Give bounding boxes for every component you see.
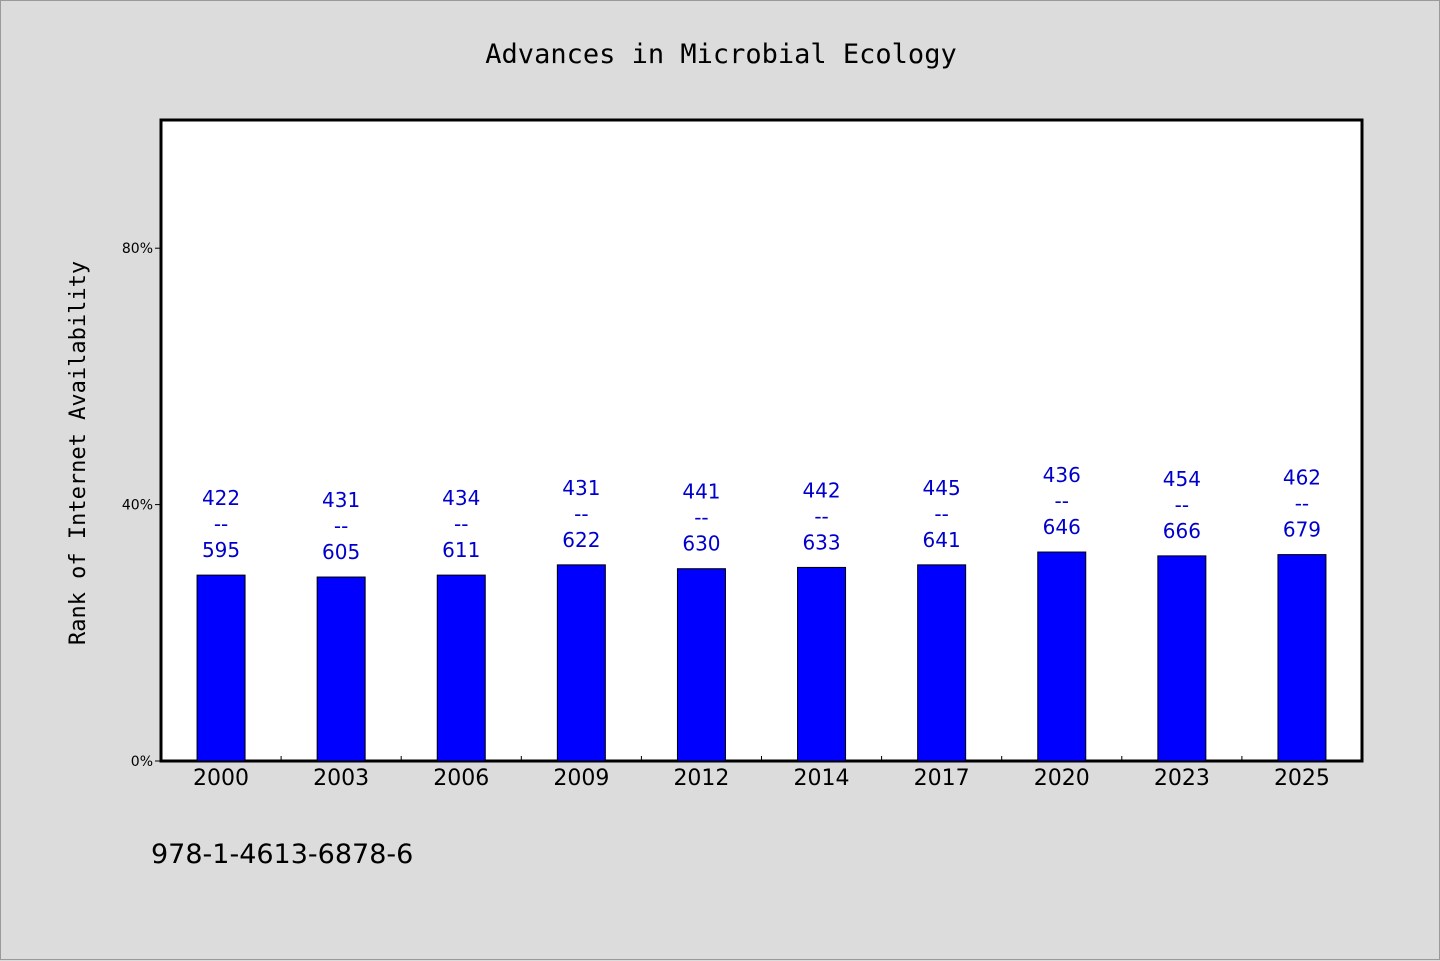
bar-label-top: 422 [202, 486, 240, 510]
x-tick-label: 2003 [313, 766, 369, 791]
bar-label-bottom: 605 [322, 540, 360, 564]
y-axis: 0% 40% 80% [122, 241, 161, 770]
bar-label-bottom: 641 [923, 528, 961, 552]
bar-label-bottom: 630 [682, 532, 720, 556]
x-tick-label: 2000 [193, 766, 249, 791]
bar-labels-group: 422--595431--605434--611431--622441--630… [202, 463, 1321, 564]
bar-label-top: 454 [1163, 467, 1201, 491]
bar-2000 [196, 574, 246, 762]
chart-title: Advances in Microbial Ecology [485, 39, 956, 70]
bar-2023 [1157, 555, 1207, 762]
bar-label-bottom: 679 [1283, 518, 1321, 542]
bar-label-top: 442 [802, 478, 840, 502]
bar-label-separator: -- [694, 506, 708, 530]
bar-label-bottom: 646 [1043, 515, 1081, 539]
bar-label-top: 436 [1043, 463, 1081, 487]
bar-label-separator: -- [934, 502, 948, 526]
bar-label-bottom: 611 [442, 538, 480, 562]
bar-label-separator: -- [574, 502, 588, 526]
x-tick-label: 2006 [433, 766, 489, 791]
bar-label-bottom: 633 [802, 530, 840, 554]
bar-2012 [676, 568, 726, 762]
bar-2020 [1037, 551, 1087, 762]
bar-label-top: 462 [1283, 466, 1321, 490]
x-tick-label: 2017 [914, 766, 970, 791]
bar-2003 [316, 576, 366, 762]
y-tick-label: 40% [122, 498, 153, 514]
bar-label-top: 445 [923, 476, 961, 500]
x-axis: 2000 2003 2006 2009 2012 2014 2017 2020 2023 2025 [193, 756, 1330, 791]
bar-label-top: 431 [322, 488, 360, 512]
bar-label-separator: -- [814, 504, 828, 528]
bar-label-separator: -- [454, 512, 468, 536]
bar-label-separator: -- [334, 514, 348, 538]
bar-label-separator: -- [1295, 492, 1309, 516]
y-axis-label: Rank of Internet Availability [66, 261, 91, 645]
x-tick-label: 2023 [1154, 766, 1210, 791]
bar-label-top: 434 [442, 486, 480, 510]
bar-2006 [436, 574, 486, 762]
bar-label-bottom: 622 [562, 528, 600, 552]
bar-2017 [917, 564, 967, 762]
x-tick-label: 2014 [794, 766, 850, 791]
isbn-footer: 978-1-4613-6878-6 [151, 839, 413, 870]
bar-label-separator: -- [1055, 489, 1069, 513]
bar-2025 [1277, 554, 1327, 762]
bar-label-separator: -- [214, 512, 228, 536]
bar-2014 [797, 566, 847, 762]
bars-group [196, 551, 1327, 762]
x-tick-label: 2025 [1274, 766, 1330, 791]
bar-label-top: 441 [682, 480, 720, 504]
bar-label-bottom: 666 [1163, 519, 1201, 543]
bar-label-bottom: 595 [202, 538, 240, 562]
bar-2009 [556, 564, 606, 762]
y-tick-label: 80% [122, 241, 153, 257]
bar-label-separator: -- [1175, 493, 1189, 517]
x-tick-label: 2020 [1034, 766, 1090, 791]
x-tick-label: 2009 [553, 766, 609, 791]
x-tick-label: 2012 [673, 766, 729, 791]
y-tick-label: 0% [131, 754, 153, 770]
bar-label-top: 431 [562, 476, 600, 500]
